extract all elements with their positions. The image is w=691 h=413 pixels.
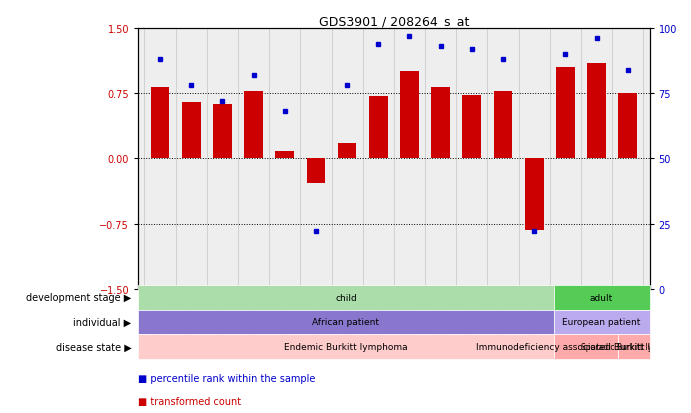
Bar [553,310,650,335]
Bar [138,335,553,359]
Text: European patient: European patient [562,318,641,327]
Bar [151,88,169,159]
Text: development stage ▶: development stage ▶ [26,292,131,302]
Bar [244,91,263,159]
Bar [138,285,553,310]
Text: Endemic Burkitt lymphoma: Endemic Burkitt lymphoma [284,342,408,351]
Bar [553,335,618,359]
Bar [493,91,512,159]
Bar [369,97,388,159]
Bar [276,152,294,159]
Text: individual ▶: individual ▶ [73,317,131,327]
Bar [338,143,357,159]
Bar [618,94,637,159]
Bar [556,68,575,159]
Text: adult: adult [590,293,613,302]
Bar [307,159,325,183]
Bar [400,72,419,159]
Bar [525,159,544,230]
Bar [182,103,200,159]
Text: ■ percentile rank within the sample: ■ percentile rank within the sample [138,373,316,383]
Bar [431,88,450,159]
Bar [553,285,650,310]
Bar [138,310,553,335]
Title: GDS3901 / 208264_s_at: GDS3901 / 208264_s_at [319,15,469,28]
Text: African patient: African patient [312,318,379,327]
Text: Sporadic Burkitt lymphoma: Sporadic Burkitt lymphoma [581,342,686,351]
Text: Immunodeficiency associated Burkitt lymphoma: Immunodeficiency associated Burkitt lymp… [476,342,691,351]
Bar [213,105,231,159]
Text: child: child [335,293,357,302]
Text: disease state ▶: disease state ▶ [55,342,131,352]
Text: ■ transformed count: ■ transformed count [138,396,241,406]
Bar [618,335,650,359]
Bar [462,96,481,159]
Bar [587,64,606,159]
